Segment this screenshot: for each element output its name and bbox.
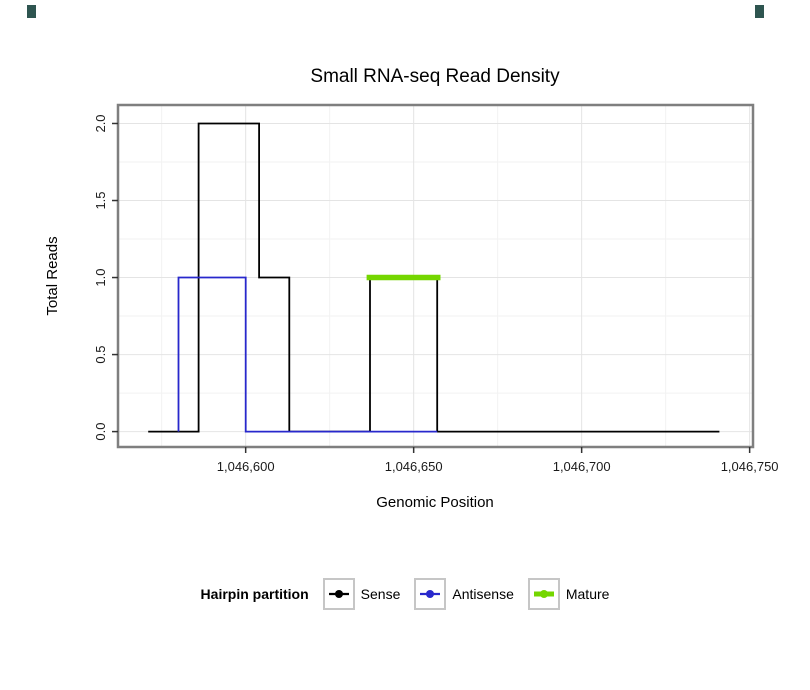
screen-artifact-left (27, 5, 36, 18)
legend-keys: Sense Antisense Mature (322, 578, 610, 610)
legend-item-mature: Mature (527, 578, 610, 610)
axis-layer: 1,046,600 1,046,650 1,046,700 1,046,750 0.0 0… (93, 114, 779, 474)
legend-key-glyph-mature (533, 590, 554, 598)
legend-item-sense: Sense (322, 578, 401, 610)
legend-label-sense: Sense (360, 586, 401, 602)
legend-label-mature: Mature (565, 586, 610, 602)
y-tick-label: 2.0 (93, 114, 108, 132)
legend: Hairpin partition Sense Antisense Mature (0, 578, 810, 610)
series-layer (148, 122, 720, 433)
y-tick-label: 0.5 (93, 346, 108, 364)
series-line-sense (148, 122, 720, 433)
x-axis-title: Genomic Position (376, 494, 494, 511)
y-axis-title: Total Reads (44, 236, 61, 315)
chart-title: Small RNA-seq Read Density (310, 66, 560, 87)
legend-key-sense (322, 578, 355, 610)
x-tick-label: 1,046,700 (553, 459, 611, 474)
chart-plot: 1,046,600 1,046,650 1,046,700 1,046,750 0.0 0… (44, 66, 779, 511)
y-tick-label: 1.0 (93, 269, 108, 287)
legend-key-mature (527, 578, 560, 610)
legend-item-antisense: Antisense (414, 578, 514, 610)
x-tick-label: 1,046,600 (217, 459, 275, 474)
screen-artifact-right (755, 5, 764, 18)
legend-title: Hairpin partition (200, 586, 309, 602)
series-line-antisense (177, 276, 438, 433)
y-tick-label: 1.5 (93, 191, 108, 209)
legend-key-glyph-antisense (420, 590, 441, 598)
legend-key-antisense (414, 578, 447, 610)
y-tick-label: 0.0 (93, 423, 108, 441)
x-tick-label: 1,046,650 (385, 459, 443, 474)
legend-label-antisense: Antisense (452, 586, 514, 602)
x-tick-label: 1,046,750 (721, 459, 779, 474)
plot-panel-border (116, 103, 755, 449)
legend-key-glyph-sense (328, 590, 349, 598)
